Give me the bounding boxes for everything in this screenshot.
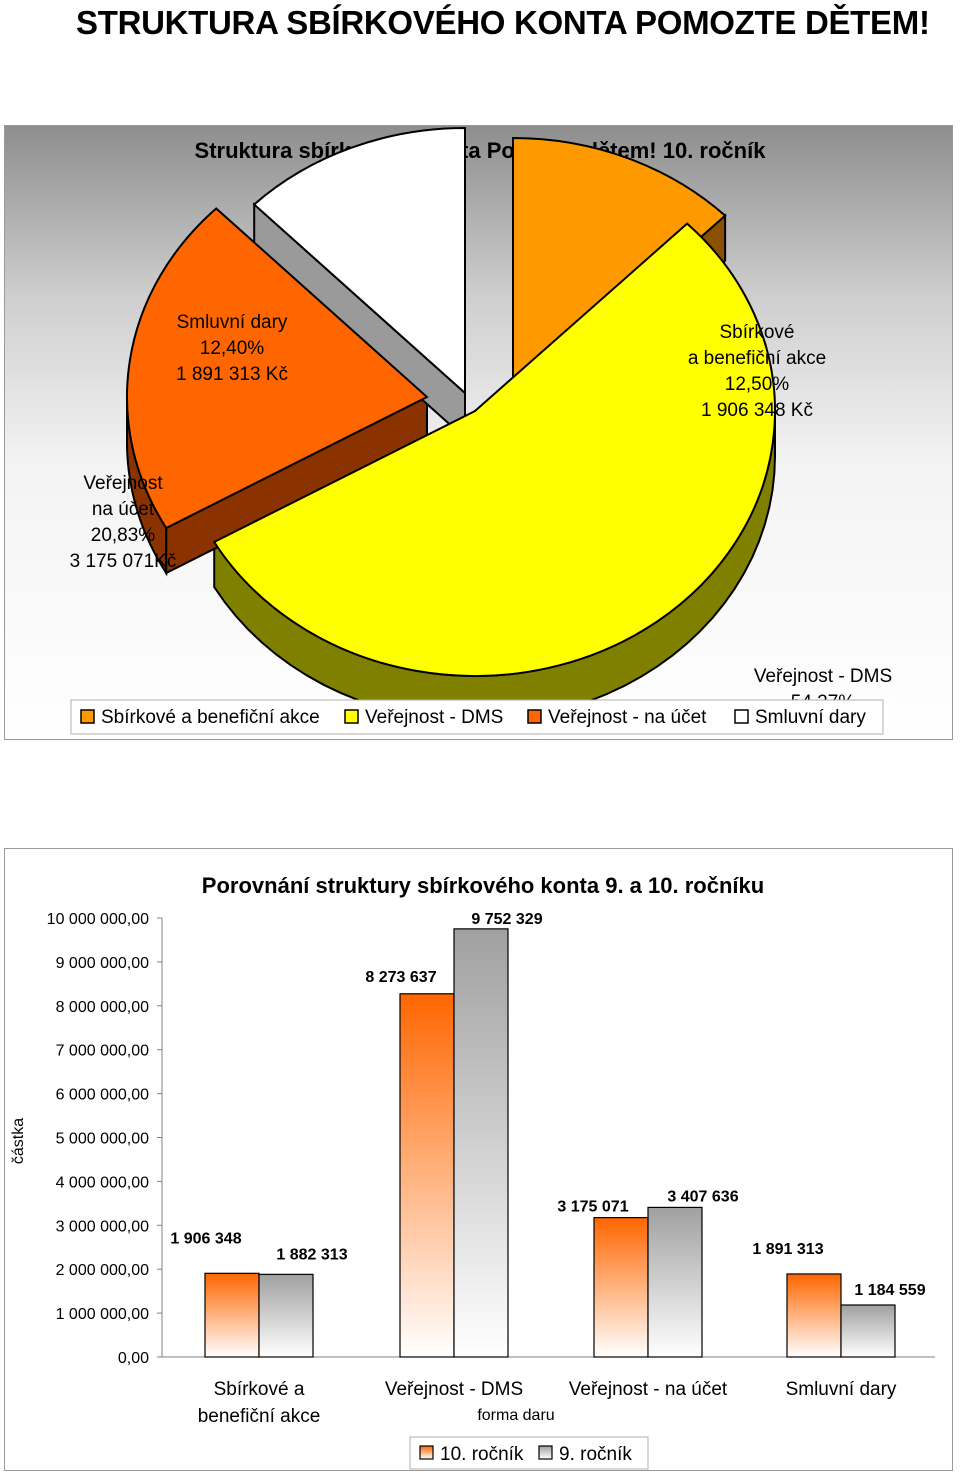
pie-chart-panel: Struktura sbírkového konta Pomozte dětem…	[4, 125, 953, 740]
bar-value-label: 1 882 313	[276, 1246, 347, 1263]
bar-value-label: 1 891 313	[752, 1241, 823, 1258]
pie-legend-swatch	[344, 709, 359, 724]
y-tick-label: 9 000 000,00	[56, 955, 150, 972]
pie-legend-item: Sbírkové a benefiční akce	[80, 707, 320, 728]
pie-label-line: Veřejnost	[83, 473, 163, 494]
pie-legend-item: Veřejnost - DMS	[344, 707, 503, 728]
bar-9-rocnik	[258, 1273, 314, 1358]
bar-10-rocnik	[786, 1273, 842, 1358]
pie-label-line: Veřejnost - DMS	[754, 666, 892, 687]
y-axis-title: částka	[10, 1118, 27, 1164]
pie-label-line: Smluvní dary	[177, 312, 288, 333]
pie-label-3: Smluvní dary 12,40% 1 891 313 Kč	[176, 312, 288, 385]
pie-legend-label: Veřejnost - na účet	[548, 707, 707, 728]
pie-label-line: 20,83%	[91, 525, 156, 546]
pie-legend: Sbírkové a benefiční akce Veřejnost - DMS…	[70, 699, 884, 735]
y-tick-label: 1 000 000,00	[56, 1306, 150, 1323]
bar-value-label: 3 407 636	[667, 1188, 738, 1205]
bar-title: Porovnání struktury sbírkového konta 9. …	[202, 873, 764, 898]
pie-legend-label: Sbírkové a benefiční akce	[101, 707, 320, 728]
pie-label-line: Sbírkové	[720, 322, 795, 343]
x-category-label: Veřejnost - DMS	[385, 1379, 523, 1400]
pie-legend-swatch	[527, 709, 542, 724]
bar-legend: 10. ročník 9. ročník	[409, 1436, 649, 1470]
y-tick-label: 4 000 000,00	[56, 1174, 150, 1191]
bar-value-label: 1 906 348	[170, 1230, 241, 1247]
y-tick-label: 10 000 000,00	[47, 911, 149, 928]
x-axis-title: forma daru	[477, 1407, 554, 1424]
bar-legend-box	[409, 1436, 649, 1470]
pie-label-line: 12,50%	[725, 374, 790, 395]
y-tick-label: 7 000 000,00	[56, 1043, 150, 1060]
bar-value-label: 1 184 559	[854, 1282, 925, 1299]
pie-legend-item: Veřejnost - na účet	[527, 707, 707, 728]
bar-legend-label: 9. ročník	[559, 1444, 632, 1465]
bar-legend-swatch	[419, 1445, 434, 1460]
bar-10-rocnik	[593, 1217, 649, 1358]
y-tick-label: 5 000 000,00	[56, 1131, 150, 1148]
bar-9-rocnik	[647, 1206, 703, 1358]
bar-10-rocnik	[399, 993, 455, 1358]
pie-legend-item: Smluvní dary	[734, 707, 866, 728]
pie-label-line: 12,40%	[200, 338, 265, 359]
pie-slice-1	[212, 222, 776, 677]
pie-label-line: 1 906 348 Kč	[701, 400, 813, 421]
x-category-label: Smluvní dary	[786, 1379, 897, 1400]
pie-label-line: 1 891 313 Kč	[176, 364, 288, 385]
bar-chart: Porovnání struktury sbírkového konta 9. …	[10, 873, 935, 1470]
pie-label-2: Veřejnost na účet 20,83% 3 175 071Kč	[70, 473, 177, 572]
pie-title: Struktura sbírkového konta Pomozte dětem…	[195, 138, 767, 163]
bar-9-rocnik	[840, 1304, 896, 1358]
bar-legend-item: 10. ročník	[419, 1444, 524, 1465]
pie-legend-label: Smluvní dary	[755, 707, 866, 728]
pie-legend-swatch	[734, 709, 749, 724]
bar-10-rocnik	[204, 1272, 260, 1358]
y-tick-label: 8 000 000,00	[56, 999, 150, 1016]
y-tick-label: 2 000 000,00	[56, 1262, 150, 1279]
pie-label-line: na účet	[92, 499, 155, 520]
bar-legend-label: 10. ročník	[440, 1444, 524, 1465]
pie-legend-label: Veřejnost - DMS	[365, 707, 503, 728]
x-category-label: Sbírkové a	[214, 1379, 305, 1400]
bar-legend-item: 9. ročník	[538, 1444, 632, 1465]
bar-chart-panel: Porovnání struktury sbírkového konta 9. …	[4, 848, 953, 1471]
pie-legend-swatch	[80, 709, 95, 724]
page-title: STRUKTURA SBÍRKOVÉHO KONTA POMOZTE DĚTEM…	[76, 4, 930, 41]
pie-slice-3	[252, 126, 466, 396]
pie-chart: Struktura sbírkového konta Pomozte dětem…	[70, 126, 892, 739]
y-tick-label: 3 000 000,00	[56, 1218, 150, 1235]
x-category-label: benefiční akce	[198, 1406, 321, 1427]
bar-value-label: 8 273 637	[365, 969, 436, 986]
pie-label-line: a benefiční akce	[688, 348, 826, 369]
y-tick-label: 6 000 000,00	[56, 1087, 150, 1104]
y-tick-label: 0,00	[118, 1350, 149, 1367]
pie-label-line: 3 175 071Kč	[70, 551, 177, 572]
bar-value-label: 9 752 329	[471, 911, 542, 928]
pie-slice-2	[126, 207, 429, 530]
bar-legend-swatch	[538, 1445, 553, 1460]
x-category-label: Veřejnost - na účet	[569, 1379, 728, 1400]
pie-label-0: Sbírkové a benefiční akce 12,50% 1 906 348 …	[688, 322, 826, 421]
bar-value-label: 3 175 071	[557, 1199, 628, 1216]
bar-9-rocnik	[453, 928, 509, 1358]
